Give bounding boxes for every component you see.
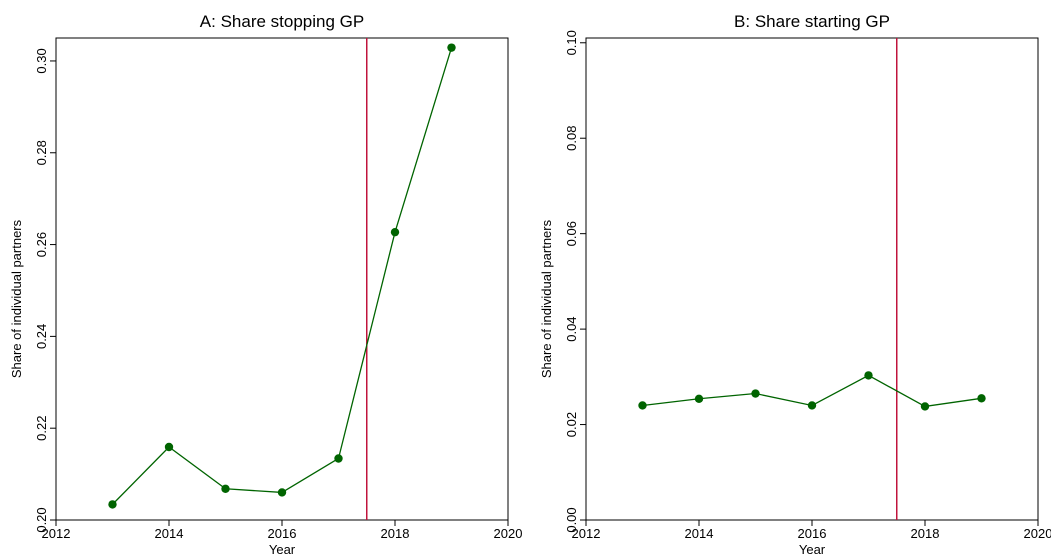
chart-title: B: Share starting GP: [734, 12, 890, 31]
y-axis-label: Share of individual partners: [9, 219, 24, 378]
y-tick-label: 0.26: [34, 232, 49, 257]
y-tick-label: 0.28: [34, 140, 49, 165]
x-tick-label: 2018: [911, 526, 940, 541]
x-axis-label: Year: [799, 542, 826, 557]
plot-frame: [55, 37, 509, 521]
x-tick-label: 2012: [42, 526, 71, 541]
panel-b-share-starting-gp: B: Share starting GP 2012 2014 2016 2018 2020…: [539, 12, 1051, 557]
x-tick-label: 2012: [572, 526, 601, 541]
data-point: [638, 401, 647, 410]
data-point: [334, 454, 343, 463]
y-tick-label: 0.00: [564, 507, 579, 532]
x-tick-label: 2020: [1024, 526, 1051, 541]
data-point: [221, 484, 230, 493]
y-tick-label: 0.10: [564, 30, 579, 55]
data-point: [277, 488, 287, 497]
x-axis-label: Year: [269, 542, 296, 557]
plot-frame: [585, 37, 1039, 521]
data-point: [920, 402, 930, 411]
y-tick-label: 0.24: [34, 324, 49, 349]
data-point: [447, 43, 456, 52]
data-point: [108, 500, 117, 509]
y-tick-label: 0.22: [34, 416, 49, 441]
data-point: [864, 371, 873, 380]
y-tick-label: 0.06: [564, 221, 579, 246]
x-tick-label: 2016: [798, 526, 827, 541]
y-tick-label: 0.30: [34, 48, 49, 73]
data-point: [694, 394, 704, 403]
x-tick-label: 2018: [381, 526, 410, 541]
y-tick-label: 0.08: [564, 126, 579, 151]
x-tick-label: 2020: [494, 526, 523, 541]
data-point: [807, 401, 817, 410]
chart-title: A: Share stopping GP: [200, 12, 364, 31]
data-point: [751, 389, 760, 398]
data-point: [390, 227, 400, 237]
series-line: [112, 47, 453, 505]
panel-a-share-stopping-gp: A: Share stopping GP 2012 2014 2016 2018 2020…: [9, 12, 522, 557]
x-tick-label: 2016: [268, 526, 297, 541]
x-tick-label: 2014: [685, 526, 714, 541]
y-tick-label: 0.02: [564, 412, 579, 437]
data-point: [977, 394, 986, 403]
y-axis-label: Share of individual partners: [539, 219, 554, 378]
y-tick-label: 0.20: [34, 507, 49, 532]
data-point: [164, 442, 174, 452]
y-tick-label: 0.04: [564, 316, 579, 341]
x-tick-label: 2014: [155, 526, 184, 541]
